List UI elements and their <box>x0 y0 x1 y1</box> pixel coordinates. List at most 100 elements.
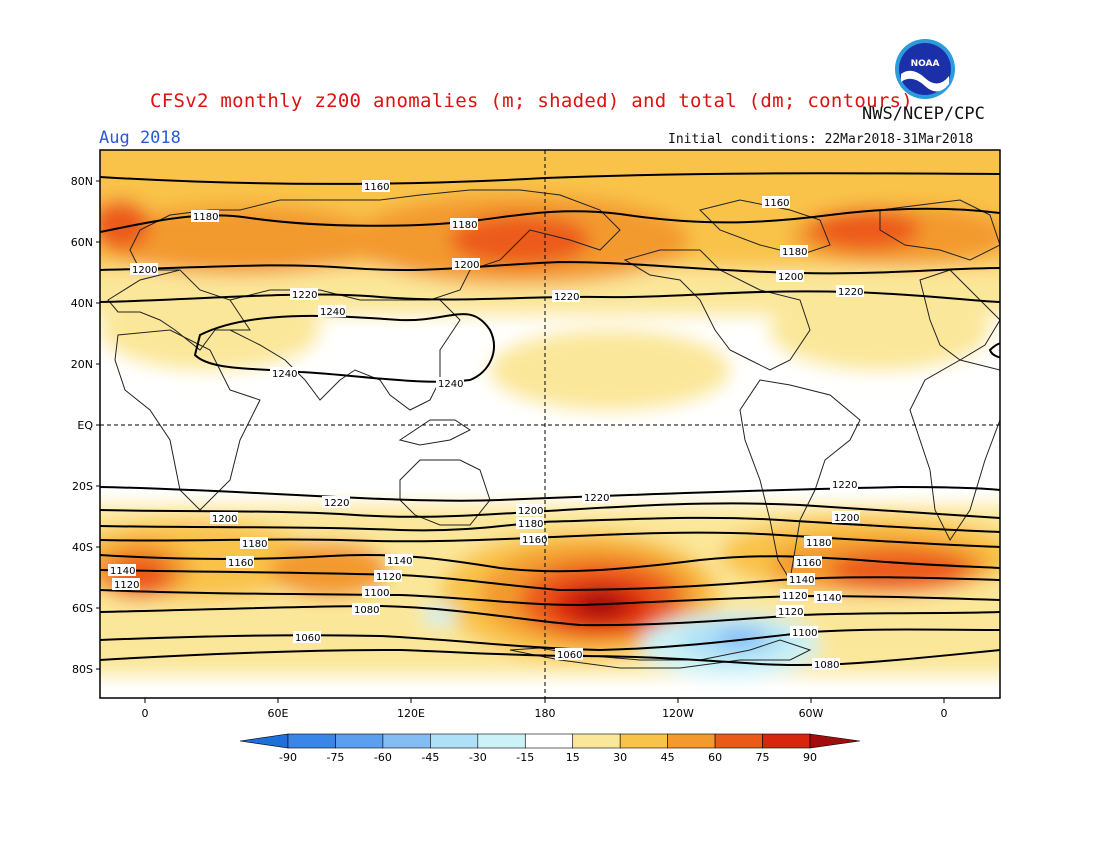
lon-label: 120E <box>397 707 425 720</box>
lat-label: 40N <box>71 297 93 310</box>
svg-text:1240: 1240 <box>320 307 345 318</box>
svg-text:1160: 1160 <box>522 535 547 546</box>
contour-label: 1180 <box>780 245 808 258</box>
svg-text:1220: 1220 <box>324 498 349 509</box>
svg-text:1200: 1200 <box>518 506 543 517</box>
svg-text:1080: 1080 <box>814 660 839 671</box>
lon-label: 120W <box>662 707 694 720</box>
colorbar-box <box>287 733 336 749</box>
lat-label: 60S <box>72 602 93 615</box>
lat-label: 80S <box>72 663 93 676</box>
contour-label: 1200 <box>210 512 238 525</box>
colorbar-label: 90 <box>803 751 817 764</box>
contour-label: 1180 <box>450 218 478 231</box>
contour-label: 1240 <box>270 367 298 380</box>
svg-text:1180: 1180 <box>193 212 218 223</box>
svg-text:1080: 1080 <box>354 605 379 616</box>
contour-label: 1180 <box>516 517 544 530</box>
contour-label-group: 1160 1180 1200 1220 1240 1240 1240 1160 … <box>108 180 864 671</box>
lat-label: 40S <box>72 541 93 554</box>
colorbar-label: -30 <box>469 751 487 764</box>
svg-text:1180: 1180 <box>242 539 267 550</box>
svg-text:1100: 1100 <box>792 628 817 639</box>
colorbar-box <box>714 733 763 749</box>
lat-label: 20N <box>71 358 93 371</box>
lat-label: 20S <box>72 480 93 493</box>
contour-label: 1220 <box>290 288 318 301</box>
colorbar-label: 75 <box>756 751 770 764</box>
contour-label: 1080 <box>352 603 380 616</box>
svg-text:1200: 1200 <box>454 260 479 271</box>
contour-label: 1180 <box>191 210 219 223</box>
svg-text:1200: 1200 <box>212 514 237 525</box>
contour-label: 1220 <box>322 496 350 509</box>
colorbar-label: -15 <box>516 751 534 764</box>
noaa-logo: NOAA <box>895 39 955 99</box>
svg-text:1220: 1220 <box>292 290 317 301</box>
svg-text:1140: 1140 <box>816 593 841 604</box>
svg-text:1120: 1120 <box>114 580 139 591</box>
contour-label: 1160 <box>362 180 390 193</box>
svg-text:1180: 1180 <box>806 538 831 549</box>
svg-text:1120: 1120 <box>778 607 803 618</box>
colorbar-label: 15 <box>566 751 580 764</box>
contour-label: 1100 <box>362 586 390 599</box>
colorbar-box <box>762 733 811 749</box>
contour-label: 1160 <box>794 556 822 569</box>
contour-label: 1220 <box>830 478 858 491</box>
contour-label: 1160 <box>520 533 548 546</box>
svg-text:1060: 1060 <box>295 633 320 644</box>
svg-text:1220: 1220 <box>584 493 609 504</box>
lon-label: 60E <box>268 707 289 720</box>
colorbar-box <box>667 733 716 749</box>
contour-label: 1120 <box>776 605 804 618</box>
contour-label: 1100 <box>790 626 818 639</box>
contour-label: 1220 <box>582 491 610 504</box>
colorbar-label: -75 <box>326 751 344 764</box>
contour-label: 1240 <box>436 377 464 390</box>
longitude-axis: 0 60E 120E 180 120W 60W 0 <box>142 698 948 720</box>
colorbar-box <box>572 733 621 749</box>
svg-text:1180: 1180 <box>452 220 477 231</box>
contour-label: 1140 <box>108 564 136 577</box>
svg-text:1140: 1140 <box>387 556 412 567</box>
lat-label: 80N <box>71 175 93 188</box>
svg-text:1160: 1160 <box>364 182 389 193</box>
contour-label: 1060 <box>555 648 583 661</box>
contour-label: 1240 <box>318 305 346 318</box>
contour-label: 1220 <box>836 285 864 298</box>
colorbar-label: -60 <box>374 751 392 764</box>
svg-text:1220: 1220 <box>554 292 579 303</box>
svg-text:1120: 1120 <box>376 572 401 583</box>
colorbar-label: 45 <box>661 751 675 764</box>
contour-label: 1220 <box>552 290 580 303</box>
organization-label: NWS/NCEP/CPC <box>862 104 985 124</box>
contour-label: 1160 <box>762 196 790 209</box>
lat-label: EQ <box>77 419 93 432</box>
contour-label: 1200 <box>516 504 544 517</box>
svg-text:1160: 1160 <box>796 558 821 569</box>
colorbar-box <box>335 733 384 749</box>
svg-text:1200: 1200 <box>132 265 157 276</box>
chart-title: CFSv2 monthly z200 anomalies (m; shaded)… <box>150 90 914 112</box>
colorbar-box <box>524 733 574 749</box>
contour-label: 1200 <box>832 511 860 524</box>
svg-text:1240: 1240 <box>272 369 297 380</box>
noaa-logo-text: NOAA <box>911 59 940 69</box>
svg-text:1160: 1160 <box>228 558 253 569</box>
lon-label: 60W <box>799 707 824 720</box>
contour-label: 1060 <box>293 631 321 644</box>
contour-label: 1120 <box>112 578 140 591</box>
colorbar-arrow-right <box>809 733 861 749</box>
svg-text:1100: 1100 <box>364 588 389 599</box>
contour-label: 1200 <box>776 270 804 283</box>
contour-label: 1120 <box>374 570 402 583</box>
contour-label: 1080 <box>812 658 840 671</box>
lon-label: 0 <box>941 707 948 720</box>
contour-label: 1200 <box>452 258 480 271</box>
contour-label: 1200 <box>130 263 158 276</box>
colorbar-label: 30 <box>613 751 627 764</box>
valid-month-label: Aug 2018 <box>99 128 181 148</box>
contour-label: 1180 <box>240 537 268 550</box>
